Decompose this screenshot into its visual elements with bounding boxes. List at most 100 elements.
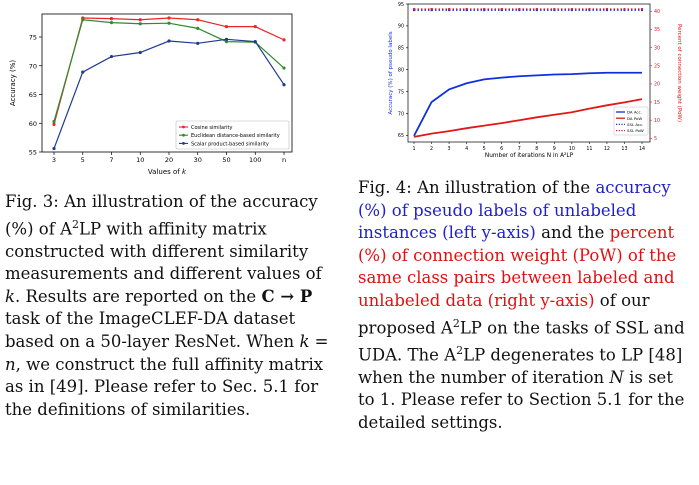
data-point: [430, 9, 433, 12]
x-tick-label: 10: [569, 146, 575, 152]
caption-text: task of the ImageCLEF-DA dataset based o…: [5, 309, 300, 352]
data-point: [413, 9, 415, 12]
series-line: [413, 98, 643, 138]
legend-box: [175, 120, 290, 150]
data-point: [483, 8, 486, 11]
caption-text: An illustration of the: [411, 178, 596, 197]
caption-red-text: percent (%) of connection weight (PoW) o…: [358, 223, 677, 310]
x-tick-label: 6: [500, 146, 503, 152]
y-tick-label: 55: [29, 149, 37, 157]
data-point: [138, 22, 142, 26]
data-point: [500, 9, 503, 12]
right-y-tick-label: 30: [654, 45, 660, 51]
x-axis-label: Values of k: [148, 168, 187, 176]
data-point: [224, 40, 229, 44]
data-point: [623, 8, 626, 11]
right-y-tick-label: 40: [654, 9, 660, 15]
right-y-tick-label: 5: [654, 136, 657, 142]
data-point: [500, 8, 503, 11]
data-point: [138, 18, 142, 22]
data-point: [52, 122, 56, 126]
caption-blue-text: accuracy (%) of pseudo labels of unlabel…: [358, 178, 671, 243]
caption-label: Fig. 4:: [358, 178, 412, 197]
left-y-tick-label: 80: [398, 68, 404, 74]
series-line: [413, 71, 642, 137]
data-point: [81, 70, 85, 74]
caption-text: An illustration of the accuracy (%) of A: [5, 192, 318, 239]
x-tick-label: 5: [483, 146, 486, 152]
x-tick-label: 4: [465, 146, 468, 152]
caption-text: of our proposed A: [358, 290, 650, 338]
left-y-tick-label: 75: [398, 89, 404, 95]
left-y-tick-label: 85: [398, 46, 404, 52]
data-point: [518, 9, 521, 12]
right-y-tick-label: 20: [654, 82, 660, 88]
superscript: 2: [456, 343, 464, 357]
x-tick-label: 10: [136, 156, 144, 164]
data-point: [448, 8, 451, 11]
data-point: [109, 21, 114, 25]
x-tick-label: 20: [165, 156, 173, 164]
data-point: [282, 83, 286, 87]
legend-label: DA PoW: [627, 116, 642, 121]
legend-label: Euclidean distance-based similarity: [191, 133, 280, 139]
data-point: [570, 9, 573, 12]
x-tick-label: 2: [430, 146, 433, 152]
plot-frame: [407, 3, 651, 143]
caption-text: and the: [535, 223, 610, 243]
legend-label: DA Acc.: [627, 110, 642, 115]
legend-marker: [182, 125, 185, 129]
figure-4-caption: Fig. 4: An illustration of the accuracy …: [358, 177, 692, 435]
y-tick-label: 70: [29, 62, 37, 70]
figure-3-chart: 55 60 65 70 75 3 5 7 10 20 30 50 100 n Accuracy (%) Val…: [0, 0, 300, 180]
x-tick-label: 7: [109, 156, 113, 164]
right-y-tick-label: 35: [654, 27, 660, 33]
right-y-tick-label: 25: [654, 64, 660, 70]
data-point: [430, 8, 433, 11]
x-tick-label: 11: [586, 146, 592, 152]
math-n: n: [5, 354, 16, 374]
x-tick-label: 8: [535, 146, 538, 152]
x-tick-label: 1: [412, 146, 415, 152]
left-y-tick-label: 70: [398, 111, 404, 117]
data-point: [282, 66, 286, 70]
right-y-tick-label: 10: [654, 118, 660, 124]
data-point: [570, 8, 573, 11]
series-line: [53, 19, 285, 122]
data-point: [282, 38, 286, 42]
caption-text: , we construct the full affinity matrix …: [5, 354, 324, 419]
x-tick-label: 100: [249, 156, 261, 164]
caption-text: is set to 1. Please refer to Section 5.1…: [358, 367, 685, 432]
series-line: [53, 17, 285, 125]
data-point: [109, 17, 114, 21]
data-point: [224, 37, 229, 41]
x-tick-label: n: [282, 156, 286, 164]
legend-marker: [182, 133, 185, 137]
data-point: [535, 9, 538, 12]
legend-box: [613, 106, 649, 136]
caption-text: . Results are reported on the: [15, 286, 262, 306]
data-point: [605, 8, 608, 11]
data-point: [253, 25, 257, 29]
x-tick-label: 9: [553, 146, 556, 152]
x-tick-label: 12: [604, 146, 610, 152]
data-point: [52, 146, 56, 151]
data-point: [605, 9, 608, 12]
data-point: [465, 8, 468, 11]
x-tick-label: 7: [518, 146, 521, 152]
data-point: [138, 50, 142, 55]
math-equals: =: [309, 332, 329, 352]
legend-label: Cosine similarity: [191, 125, 232, 131]
left-y-tick-label: 90: [398, 24, 404, 30]
left-y-axis-label: Accuracy (%) of pseudo labels: [388, 31, 394, 114]
y-tick-label: 75: [29, 34, 37, 42]
data-point: [52, 119, 56, 124]
data-point: [196, 18, 200, 22]
figure-4-chart: 65 70 75 80 85 90 95 5 10 15 20 25 30 35 40 1 2 3 4 5 6 7 8 9 10…: [370, 0, 699, 168]
legend-label: SSL Acc.: [627, 122, 643, 127]
data-point: [167, 39, 171, 43]
x-tick-label: 14: [639, 146, 645, 152]
y-tick-label: 60: [29, 120, 37, 128]
math-k: k: [5, 286, 15, 306]
